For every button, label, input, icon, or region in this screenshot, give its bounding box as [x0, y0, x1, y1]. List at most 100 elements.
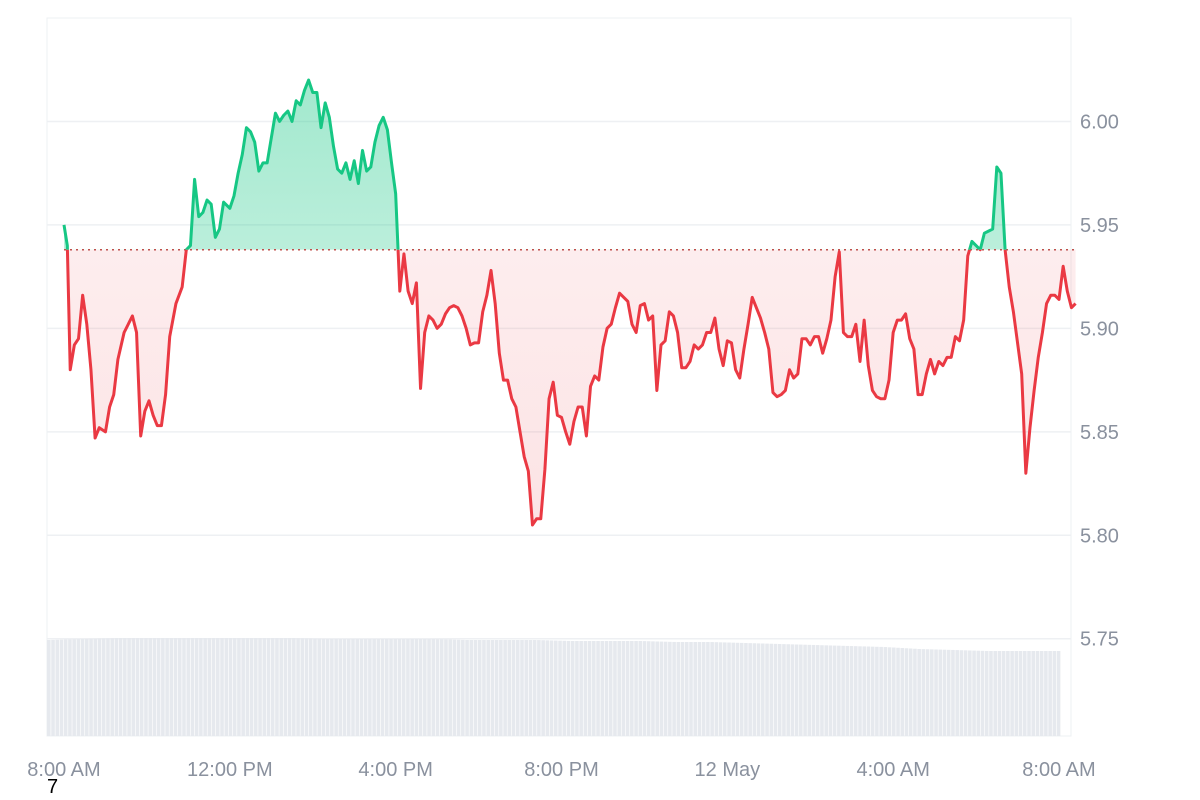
y-tick-label: 5.95 — [1080, 215, 1119, 237]
volume-bar — [216, 638, 220, 736]
volume-bar — [663, 641, 668, 736]
volume-bar — [448, 639, 452, 736]
volume-bar — [997, 651, 1002, 736]
volume-bar — [1052, 651, 1057, 736]
volume-bar — [1014, 651, 1019, 736]
volume-bar — [254, 638, 258, 736]
volume-bar — [545, 640, 550, 736]
volume-bar — [224, 638, 229, 736]
volume-bar — [608, 641, 613, 736]
volume-bar — [735, 642, 740, 736]
volume-bar — [951, 649, 955, 736]
volume-bar — [1035, 651, 1040, 736]
volume-bar — [376, 639, 381, 736]
volume-bar — [211, 638, 216, 736]
volume-bar — [482, 640, 486, 736]
volume-bar — [566, 640, 571, 736]
volume-bar — [900, 648, 905, 736]
volume-bar — [321, 638, 326, 736]
volume-bar — [1044, 651, 1048, 736]
volume-bar — [904, 648, 909, 736]
volume-bar — [397, 639, 402, 736]
volume-bar — [723, 642, 727, 736]
volume-bar — [1006, 651, 1010, 736]
volume-bar — [156, 638, 161, 736]
volume-bar — [537, 640, 541, 736]
x-tick-label: 4:00 AM — [856, 759, 929, 781]
volume-bar — [456, 639, 461, 736]
volume-bar — [380, 639, 385, 736]
volume-bar — [465, 640, 469, 736]
volume-bar — [989, 651, 993, 736]
volume-bar — [634, 641, 638, 736]
price-line-up — [62, 78, 1007, 250]
volume-bar — [853, 646, 858, 736]
volume-bar — [554, 640, 558, 736]
volume-bar — [152, 638, 157, 736]
x-tick-label: 8:00 PM — [524, 759, 598, 781]
volume-bar — [330, 639, 334, 736]
area-below-baseline — [64, 249, 1076, 525]
volume-bar — [127, 638, 131, 736]
volume-bar — [587, 641, 592, 736]
volume-bar — [342, 639, 347, 736]
volume-bar — [684, 642, 689, 736]
volume-bar — [752, 643, 757, 736]
volume-bar — [296, 638, 300, 736]
volume-bar — [313, 638, 317, 736]
volume-bar — [59, 639, 64, 736]
volume-bar — [625, 641, 630, 736]
volume-bar — [203, 638, 207, 736]
volume-bar — [972, 650, 976, 736]
volume-bar — [1022, 651, 1027, 736]
volume-bar — [368, 639, 372, 736]
volume-bar — [334, 639, 338, 736]
volume-bar — [499, 640, 503, 736]
price-areas — [64, 80, 1076, 525]
volume-bar — [592, 641, 596, 736]
volume-bar — [866, 646, 871, 736]
volume-bar — [824, 645, 828, 736]
volume-bar — [794, 644, 799, 736]
volume-bar — [955, 650, 959, 736]
volume-bar — [1056, 651, 1061, 736]
volume-bar — [693, 642, 698, 736]
volume-bar — [596, 641, 600, 736]
volume-bar — [355, 639, 360, 736]
volume-bar — [887, 647, 892, 736]
volume-bar — [659, 641, 664, 736]
volume-bar — [85, 638, 89, 736]
volume-bar — [980, 650, 985, 736]
volume-bar — [621, 641, 626, 736]
volume-bar — [828, 645, 833, 736]
volume-bar — [862, 646, 867, 736]
volume-bar — [317, 638, 321, 736]
volume-bar — [672, 641, 676, 736]
volume-bar — [262, 638, 267, 736]
volume-bar — [701, 642, 706, 736]
volume-bar — [266, 638, 271, 736]
grid-lines — [47, 120, 1071, 640]
x-tick-label: 12:00 PM — [187, 759, 273, 781]
volume-bar — [106, 638, 110, 736]
volume-bar — [993, 651, 997, 736]
volume-bar — [161, 638, 165, 736]
x-axis-labels: 8:00 AM 12:00 PM 4:00 PM 8:00 PM 12 May 4:00 … — [27, 759, 1095, 781]
price-line — [62, 78, 1077, 527]
volume-bar — [756, 643, 761, 736]
volume-bar — [406, 639, 410, 736]
volume-bar — [385, 639, 389, 736]
volume-bar — [959, 650, 964, 736]
volume-bar — [308, 638, 313, 736]
volume-bar — [938, 649, 943, 736]
volume-bar — [439, 639, 444, 736]
volume-bar — [946, 649, 951, 736]
volume-bar — [786, 644, 790, 736]
volume-bar — [963, 650, 968, 736]
volume-bar — [414, 639, 419, 736]
volume-bar — [925, 649, 930, 736]
volume-bar — [930, 649, 934, 736]
volume-bar — [351, 639, 355, 736]
volume-bar — [1018, 651, 1023, 736]
